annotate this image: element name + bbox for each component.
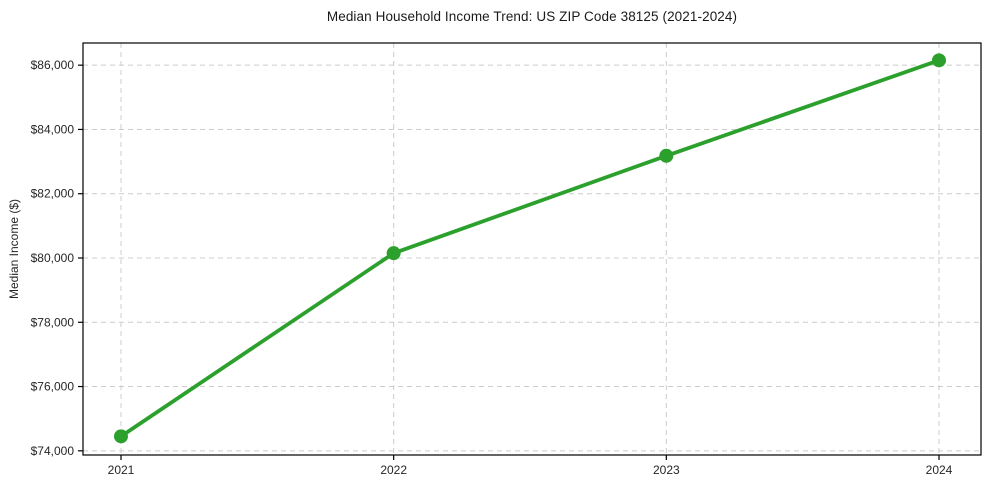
data-line — [119, 58, 941, 439]
y-tick-label: $82,000 — [31, 187, 75, 201]
y-tick-label: $78,000 — [31, 315, 75, 329]
y-tick-label: $86,000 — [31, 58, 75, 72]
y-tick-label: $84,000 — [31, 122, 75, 136]
chart-title: Median Household Income Trend: US ZIP Co… — [326, 9, 738, 24]
data-point — [659, 148, 674, 163]
y-tick-label: $74,000 — [31, 444, 75, 458]
data-point — [114, 429, 128, 444]
y-tick-label: $80,000 — [31, 251, 75, 265]
y-tick-label: $76,000 — [31, 380, 75, 394]
x-tick-label: 2024 — [926, 463, 953, 477]
x-tick-label: 2023 — [653, 463, 680, 477]
x-tick-label: 2022 — [380, 463, 407, 477]
plot-border — [82, 42, 982, 456]
x-tick-label: 2021 — [108, 463, 135, 477]
data-point — [386, 246, 401, 261]
data-point — [932, 53, 946, 68]
